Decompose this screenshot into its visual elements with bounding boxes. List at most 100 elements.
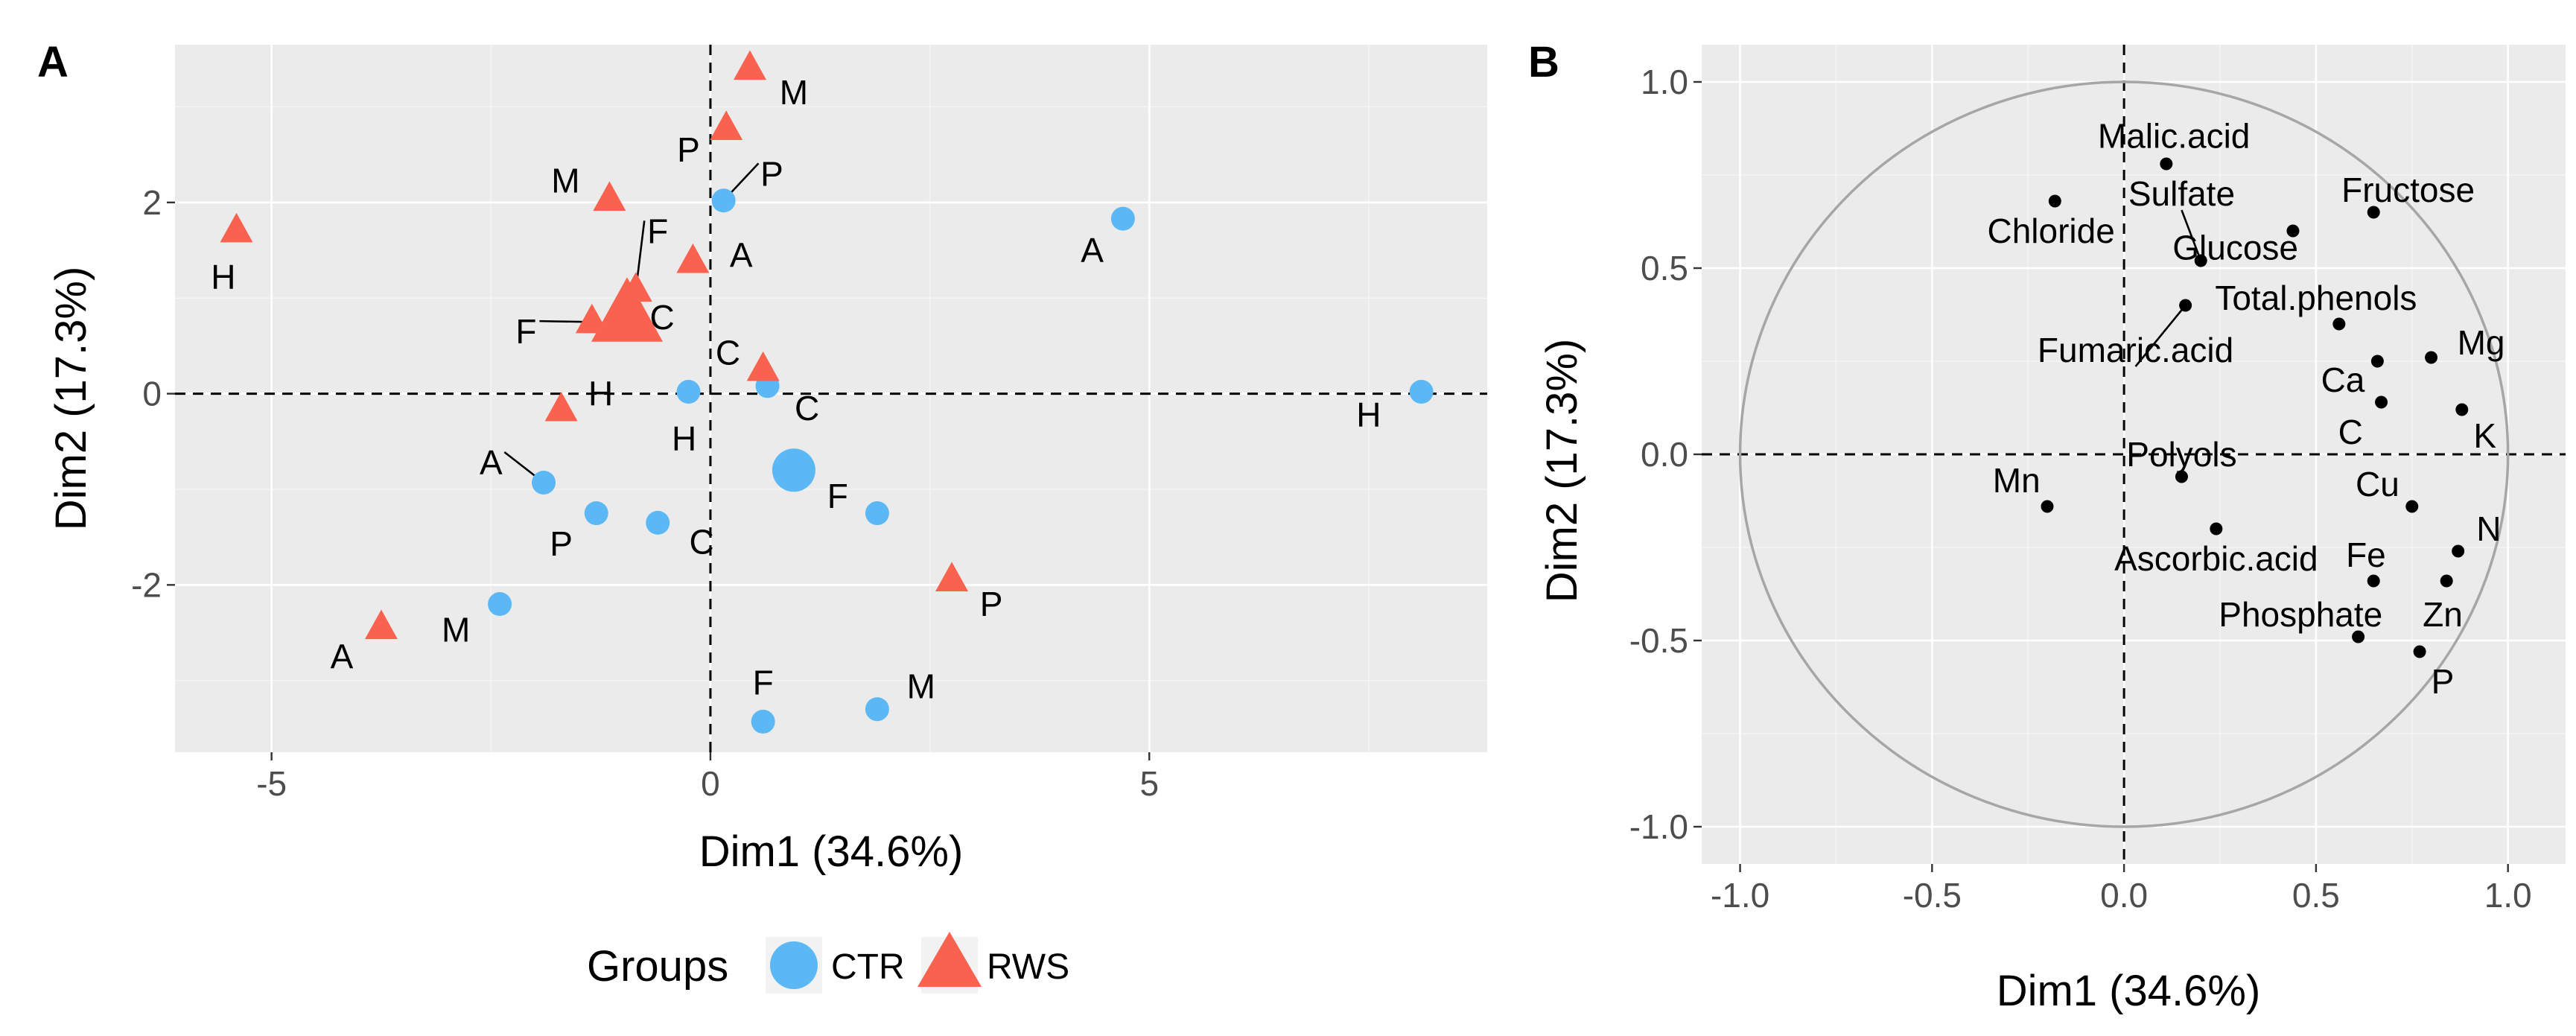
rws-point-label: P <box>980 585 1003 623</box>
variable-point <box>2370 355 2384 368</box>
variable-label: Cu <box>2356 465 2400 503</box>
variable-point <box>2210 522 2223 536</box>
variable-point <box>2352 630 2365 643</box>
panel-b-x-tick-label: -1.0 <box>1711 876 1769 915</box>
panel-a-y-tick-label: 0 <box>142 375 162 413</box>
rws-point-label: F <box>515 312 536 351</box>
rws-point-label: F <box>647 212 668 250</box>
rws-point <box>733 50 766 80</box>
ctr-point-label: P <box>550 524 573 563</box>
ctr-point <box>751 709 775 734</box>
variable-point <box>2194 254 2207 267</box>
ctr-point <box>711 188 736 213</box>
variable-label: N <box>2476 509 2501 548</box>
ctr-point <box>1409 380 1434 404</box>
panel-a-x-tick-label: -5 <box>256 764 287 803</box>
legend: Groups CTR RWS <box>587 932 1069 994</box>
variable-point <box>2332 317 2346 331</box>
panel-b-x-tick-label: -0.5 <box>1903 876 1962 915</box>
variable-point <box>2160 157 2173 171</box>
panel-a-x-tick-label: 5 <box>1139 764 1159 803</box>
ctr-point-label: P <box>760 154 783 193</box>
panel-b-x-tick-label: 0.0 <box>2100 876 2148 915</box>
panel-b-y-tick-label: 0.5 <box>1641 249 1688 287</box>
ctr-point-label: A <box>1081 231 1104 270</box>
ctr-point-label: A <box>480 443 503 482</box>
panel-a-y-tick-label: -2 <box>131 565 162 604</box>
ctr-point <box>532 470 556 495</box>
panel-a-y-tick-label: 2 <box>142 183 162 222</box>
rws-point-label: A <box>331 638 354 676</box>
legend-label-rws: RWS <box>987 947 1069 987</box>
rws-point-label: A <box>730 235 753 274</box>
rws-point <box>220 212 253 243</box>
variable-label: Glucose <box>2172 229 2298 267</box>
ctr-point-label: F <box>753 663 774 702</box>
ctr-point <box>865 697 889 722</box>
correlation-circle <box>1738 80 2510 828</box>
rws-point <box>593 181 626 212</box>
rws-point <box>544 391 578 422</box>
legend-key-ctr-circle <box>770 941 818 989</box>
panel-b-marks: Malic.acid Chloride Sulfate Glucose Fructose… <box>1738 80 2510 828</box>
variable-label: Fructose <box>2341 171 2475 209</box>
variable-label: C <box>2338 413 2363 451</box>
rws-point-label: H <box>211 258 235 296</box>
variable-label: Chloride <box>1987 212 2114 250</box>
variable-label: Sulfate <box>2128 174 2235 213</box>
variable-point <box>2455 403 2469 416</box>
panel-a-ticks: -5 0 5 -2 0 2 <box>131 183 1159 803</box>
rws-point-label: P <box>677 130 700 169</box>
variable-point <box>2048 194 2061 208</box>
ctr-point-label: H <box>1356 395 1381 434</box>
panel-a-background <box>175 45 1487 752</box>
ctr-point-label: H <box>672 419 696 458</box>
ctr-centroid <box>772 448 815 492</box>
ctr-point-label: F <box>827 477 848 515</box>
ctr-point <box>646 510 670 535</box>
ctr-point <box>584 501 608 526</box>
rws-point <box>676 243 710 273</box>
panel-b-tag: B <box>1528 38 1559 86</box>
panel-b-x-axis-title: Dim1 (34.6%) <box>1997 967 2261 1015</box>
panel-b-x-tick-label: 1.0 <box>2484 876 2532 915</box>
rws-point-label: M <box>551 161 579 200</box>
variable-point <box>2375 395 2388 409</box>
legend-key-rws-triangle <box>917 932 982 987</box>
ctr-point <box>865 501 889 526</box>
variable-label-leader <box>2181 209 2202 261</box>
variable-label: Mn <box>1993 461 2041 500</box>
panel-b-ticks: -1.0 -0.5 0.0 0.5 1.0 -1.0 -0.5 0.0 0.5 1.0 <box>1629 63 2532 915</box>
variable-label: Polyols <box>2126 435 2236 474</box>
ctr-point <box>676 380 701 404</box>
variable-label: Total.phenols <box>2215 279 2417 317</box>
panel-b-y-tick-label: -0.5 <box>1629 621 1688 660</box>
variable-label-leader <box>2134 305 2187 367</box>
variable-point <box>2413 645 2426 658</box>
variable-point <box>2041 500 2054 513</box>
panel-a-x-tick-label: 0 <box>701 764 720 803</box>
variable-point <box>2175 470 2188 483</box>
rws-point-label: H <box>588 375 613 413</box>
variable-label: Malic.acid <box>2098 117 2251 156</box>
variable-label: P <box>2432 662 2455 701</box>
panel-b-y-tick-label: 0.0 <box>1641 435 1688 474</box>
variable-point <box>2425 351 2438 364</box>
rws-point <box>364 609 398 640</box>
panel-b-y-axis-title: Dim2 (17.3%) <box>1538 339 1586 603</box>
variable-label: Fumaric.acid <box>2038 331 2233 369</box>
panel-b-x-tick-label: 0.5 <box>2292 876 2340 915</box>
rws-point-label: C <box>716 333 740 372</box>
variable-label: Zn <box>2423 595 2463 634</box>
variable-label: Phosphate <box>2219 595 2382 634</box>
rws-centroid-label: C <box>650 298 675 337</box>
variable-label: Ascorbic.acid <box>2114 539 2318 578</box>
variable-point <box>2452 544 2465 558</box>
panel-a-tag: A <box>37 38 69 86</box>
panel-a-x-axis-title: Dim1 (34.6%) <box>699 827 964 876</box>
variable-point <box>2405 500 2419 513</box>
ctr-point-label: C <box>795 389 819 428</box>
legend-title: Groups <box>587 942 728 991</box>
variable-point <box>2286 224 2300 238</box>
